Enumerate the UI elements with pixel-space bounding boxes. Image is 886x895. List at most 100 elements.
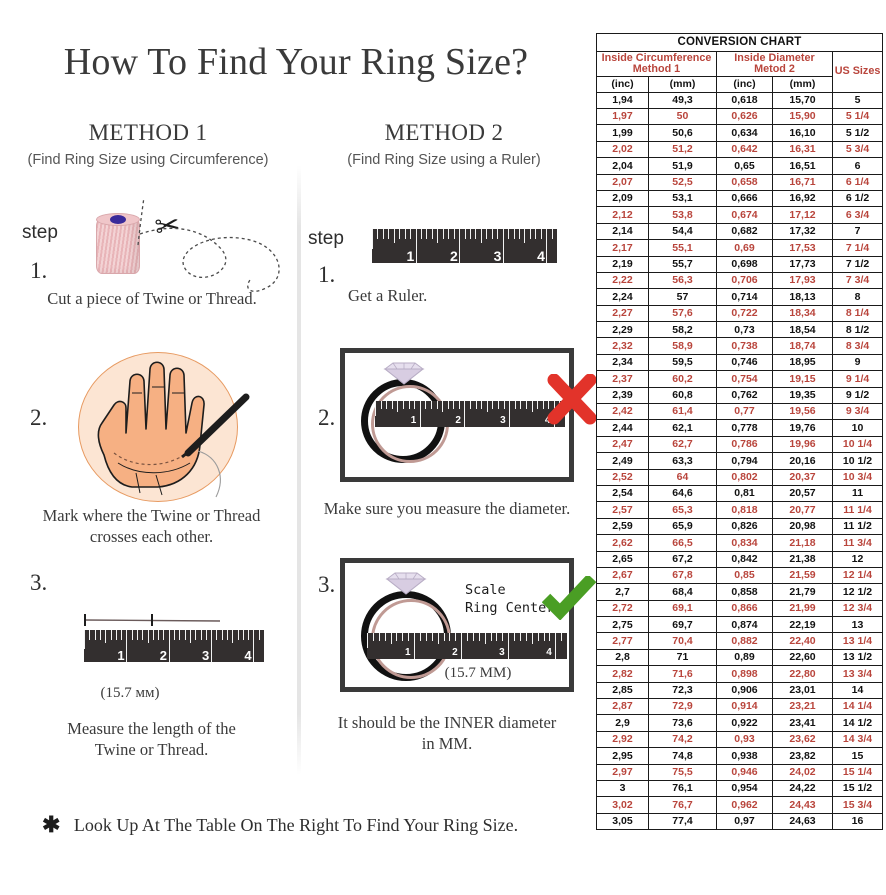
ruler-tick <box>200 630 202 640</box>
ruler-tick <box>84 630 85 649</box>
table-row: 2,52 64 0,802 20,37 10 3/4 <box>596 468 884 486</box>
diamond-gem-icon <box>383 362 425 385</box>
table-row: 2,09 53,1 0,666 16,92 6 1/2 <box>596 189 884 208</box>
ruler-label: 2 <box>452 647 458 659</box>
ruler-tick <box>195 630 197 640</box>
table-cell: 17,53 <box>772 239 833 257</box>
table-cell: 65,3 <box>648 501 717 519</box>
ruler-tick <box>525 401 527 409</box>
ruler-tick <box>367 633 368 649</box>
column-header-diam-mm: (mm) <box>772 75 833 93</box>
ruler-tick <box>543 633 545 641</box>
table-cell: 2,29 <box>596 321 649 339</box>
table-cell: 13 1/2 <box>831 648 884 667</box>
ruler-label: 2 <box>450 247 458 263</box>
ruler-tick <box>404 229 406 240</box>
ruler-major-tick <box>509 401 511 427</box>
table-cell: 16,10 <box>772 124 833 142</box>
table-row: 2,04 51,9 0,65 16,51 6 <box>596 157 884 175</box>
ruler-tick <box>221 630 223 640</box>
table-cell: 57,6 <box>648 304 717 323</box>
ruler-tick <box>408 633 410 641</box>
table-cell: 60,8 <box>648 386 717 405</box>
method-2-step-1-caption: Get a Ruler. <box>348 286 428 305</box>
ruler-label: 2 <box>455 415 461 427</box>
ruler-tick <box>378 633 380 641</box>
table-cell: 75,5 <box>648 763 717 782</box>
table-row: 2,49 63,3 0,794 20,16 10 1/2 <box>596 452 884 470</box>
table-cell: 1,94 <box>596 91 649 109</box>
ruler-tick <box>486 229 488 240</box>
table-cell: 2,47 <box>596 435 649 454</box>
table-cell: 72,9 <box>648 698 717 716</box>
table-cell: 19,76 <box>772 419 833 437</box>
ruler-tick <box>467 633 468 641</box>
ruler-tick <box>455 633 457 641</box>
table-cell: 0,674 <box>716 206 773 224</box>
table-cell: 2,37 <box>596 370 649 388</box>
ruler-major-tick <box>464 401 466 427</box>
table-row: 2,02 51,2 0,642 16,31 5 3/4 <box>596 140 884 159</box>
correct-check-icon <box>542 576 596 620</box>
group-header-circumference: Inside Circumference Method 1 <box>596 51 717 77</box>
table-cell: 24,02 <box>772 763 833 782</box>
table-cell: 0,89 <box>716 648 773 667</box>
ruler-tick <box>242 630 244 640</box>
ruler-tick <box>535 229 537 240</box>
table-cell: 54,4 <box>648 222 717 241</box>
ruler-tick <box>542 401 544 409</box>
table-row: 2,22 56,3 0,706 17,93 7 3/4 <box>596 271 884 290</box>
table-cell: 9 1/4 <box>831 370 884 388</box>
table-cell: 64,6 <box>648 484 717 503</box>
table-row: 2,54 64,6 0,81 20,57 11 <box>596 484 884 503</box>
table-cell: 16,71 <box>772 173 833 191</box>
table-row: 2,19 55,7 0,698 17,73 7 1/2 <box>596 255 884 273</box>
ruler-tick <box>410 229 412 240</box>
table-row: 2,24 57 0,714 18,13 8 <box>596 288 884 306</box>
table-cell: 9 1/2 <box>831 386 884 405</box>
table-cell: 0,778 <box>716 419 773 437</box>
table-cell: 19,35 <box>772 386 833 405</box>
ruler-tick <box>549 633 551 641</box>
table-cell: 2,34 <box>596 353 649 372</box>
table-cell: 71,6 <box>648 665 717 683</box>
conversion-chart-table: CONVERSION CHART Inside Circumference Me… <box>595 33 884 831</box>
table-cell: 10 1/4 <box>831 435 884 454</box>
table-row: 1,99 50,6 0,634 16,10 5 1/2 <box>596 124 884 142</box>
ruler-tick <box>496 633 498 641</box>
table-cell: 0,714 <box>716 288 773 306</box>
table-cell: 0,97 <box>716 812 773 831</box>
table-cell: 0,802 <box>716 468 773 486</box>
table-cell: 0,922 <box>716 714 773 732</box>
table-cell: 20,16 <box>772 452 833 470</box>
table-cell: 0,634 <box>716 124 773 142</box>
table-cell: 23,21 <box>772 698 833 716</box>
table-cell: 77,4 <box>648 812 717 831</box>
ruler-tick <box>396 633 398 641</box>
table-cell: 24,22 <box>772 779 833 798</box>
table-cell: 9 <box>831 353 884 372</box>
table-cell: 2,8 <box>596 648 649 667</box>
ruler-tick <box>475 401 477 409</box>
conversion-chart-head: CONVERSION CHART Inside Circumference Me… <box>595 33 884 93</box>
ruler-major-tick <box>414 633 416 659</box>
table-cell: 0,906 <box>716 681 773 700</box>
table-cell: 10 1/2 <box>831 452 884 470</box>
table-row: 2,39 60,8 0,762 19,35 9 1/2 <box>596 386 884 405</box>
ruler-tick <box>490 633 492 641</box>
table-cell: 2,27 <box>596 304 649 323</box>
ruler-tick <box>131 630 133 640</box>
method-2-mm-note: (15.7 MM) <box>444 665 512 681</box>
table-row: 2,59 65,9 0,826 20,98 11 1/2 <box>596 517 884 536</box>
table-cell: 67,8 <box>648 566 717 585</box>
table-cell: 20,98 <box>772 517 833 536</box>
table-cell: 1,99 <box>596 124 649 142</box>
ruler-tick <box>514 633 516 641</box>
ruler-major-tick <box>502 229 504 263</box>
method-2-step-2-caption: Make sure you measure the diameter. <box>323 499 571 518</box>
ruler-tick <box>386 401 388 409</box>
ruler-tick <box>232 630 234 644</box>
ruler-major-tick <box>546 229 548 263</box>
chart-unit-header-row: (inc) (mm) (inc) (mm) <box>596 75 883 93</box>
table-cell: 8 1/4 <box>831 304 884 323</box>
